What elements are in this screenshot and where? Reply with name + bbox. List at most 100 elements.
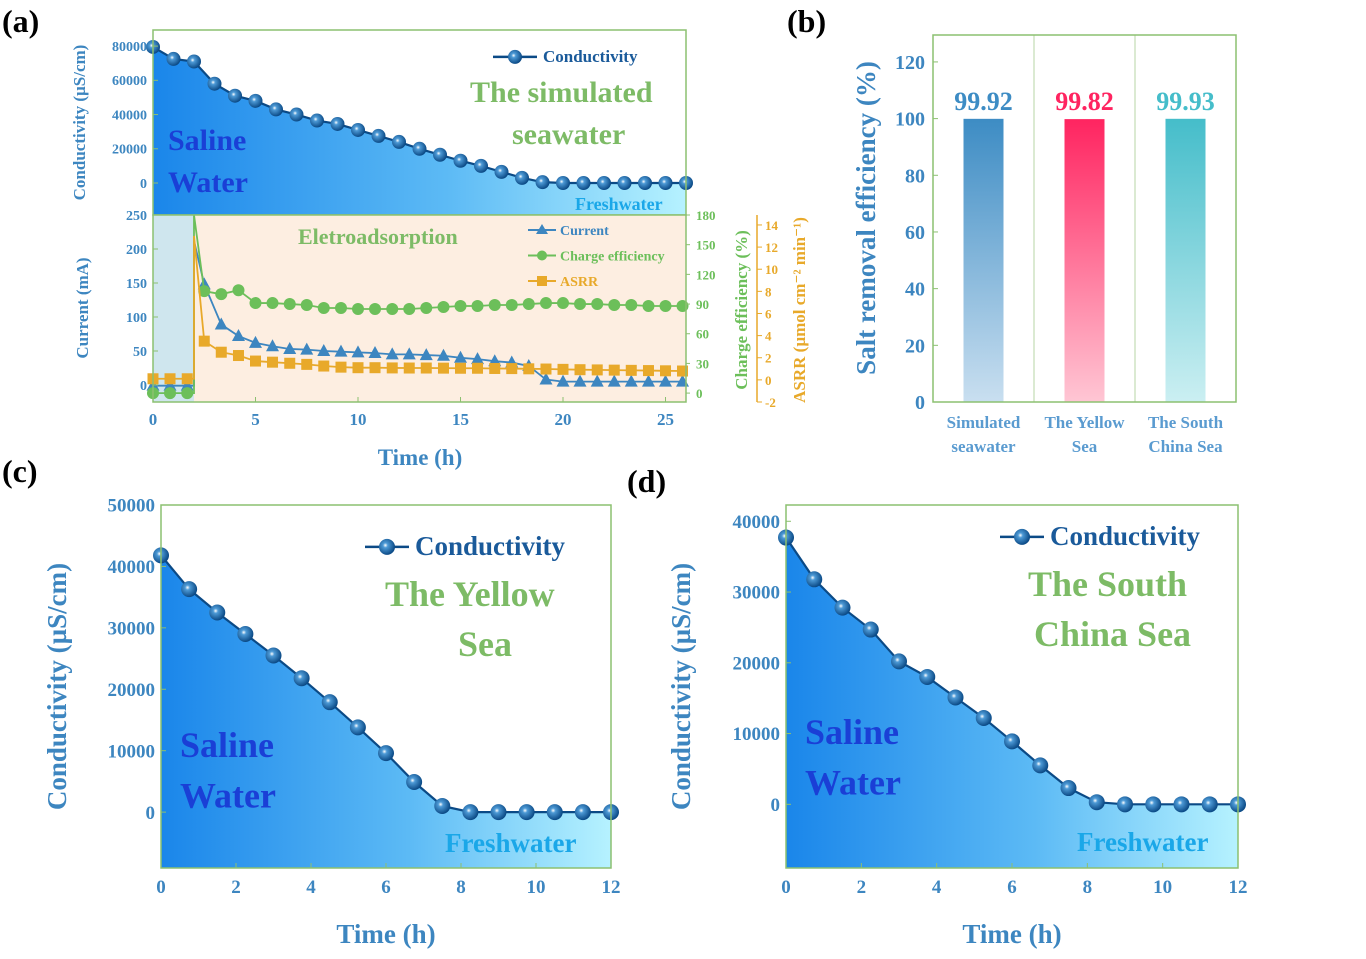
y-axis-label: Salt removal efficiency (%) bbox=[851, 61, 881, 375]
data-point bbox=[163, 378, 177, 391]
data-point bbox=[471, 300, 484, 313]
data-point bbox=[412, 141, 427, 156]
data-point bbox=[335, 361, 347, 373]
data-point bbox=[471, 352, 485, 365]
data-point bbox=[540, 363, 552, 375]
water-label: Water bbox=[168, 166, 248, 199]
y-tick-label: 250 bbox=[126, 209, 147, 224]
chart-title-line2: China Sea bbox=[1034, 614, 1191, 654]
chart-title-line1: The South bbox=[1028, 564, 1187, 604]
data-point bbox=[293, 670, 310, 687]
data-point bbox=[310, 113, 324, 128]
data-point bbox=[249, 297, 262, 310]
legend-label: Charge efficiency bbox=[560, 250, 665, 265]
data-point bbox=[607, 374, 621, 387]
data-point bbox=[539, 297, 552, 310]
legend-label: Current bbox=[560, 224, 609, 239]
data-point bbox=[300, 342, 314, 355]
data-point bbox=[590, 374, 604, 387]
data-point bbox=[1032, 757, 1049, 774]
x-tick-label: 15 bbox=[452, 410, 469, 429]
data-point bbox=[659, 374, 672, 387]
x-tick-label: 4 bbox=[306, 877, 316, 898]
y-tick-label: 30000 bbox=[733, 583, 781, 604]
data-point bbox=[419, 348, 433, 361]
data-point bbox=[488, 299, 501, 312]
phase-region bbox=[153, 215, 194, 402]
x-tick-label: 12 bbox=[1229, 877, 1248, 898]
data-point bbox=[617, 175, 632, 190]
category-label-line2: Sea bbox=[1072, 437, 1098, 456]
data-point bbox=[975, 709, 992, 726]
data-point bbox=[386, 362, 398, 374]
data-point bbox=[321, 694, 338, 711]
y3-tick-label: 6 bbox=[765, 306, 772, 321]
data-point bbox=[330, 116, 345, 131]
asrr-line bbox=[153, 235, 683, 380]
data-point bbox=[591, 364, 603, 376]
data-point bbox=[642, 365, 654, 377]
data-point bbox=[523, 363, 535, 375]
y-tick-label: 0 bbox=[915, 392, 925, 414]
data-point bbox=[265, 647, 282, 664]
bar-value-label: 99.82 bbox=[1055, 87, 1114, 116]
x-tick-label: 20 bbox=[555, 410, 572, 429]
saline-label: Saline bbox=[168, 124, 246, 157]
legend-label: Conductivity bbox=[415, 531, 566, 561]
freshwater-label: Freshwater bbox=[445, 828, 576, 858]
area-fill bbox=[153, 46, 686, 216]
data-point bbox=[283, 298, 296, 311]
data-point bbox=[266, 339, 280, 352]
current-line bbox=[153, 240, 683, 387]
y-tick-label: 150 bbox=[126, 277, 147, 292]
data-point bbox=[494, 164, 509, 179]
data-point bbox=[232, 350, 244, 362]
data-point bbox=[237, 625, 254, 642]
bar-value-label: 99.93 bbox=[1156, 87, 1215, 116]
asrr-axis-label: ASRR (µmol cm⁻² min⁻¹) bbox=[790, 217, 809, 403]
data-point bbox=[455, 362, 466, 374]
water-label: Water bbox=[805, 762, 901, 802]
y3-tick-label: 12 bbox=[765, 240, 778, 255]
data-point bbox=[947, 689, 964, 706]
panel-label-b: (b) bbox=[787, 3, 826, 39]
x-tick-label: 10 bbox=[1153, 877, 1172, 898]
data-point bbox=[556, 374, 570, 387]
x-axis-label: Time (h) bbox=[962, 919, 1061, 949]
data-point bbox=[1004, 733, 1020, 750]
legend-marker bbox=[537, 276, 547, 286]
legend-marker bbox=[536, 224, 548, 234]
y-tick-label: 10000 bbox=[733, 724, 781, 745]
data-point bbox=[406, 774, 423, 791]
data-point bbox=[369, 302, 382, 315]
data-point bbox=[283, 341, 297, 354]
freshwater-label: Freshwater bbox=[1077, 827, 1208, 857]
data-point bbox=[351, 122, 365, 137]
plot-frame bbox=[932, 34, 1237, 403]
data-point bbox=[437, 301, 450, 314]
data-point bbox=[834, 599, 851, 616]
category-label-line1: The South bbox=[1148, 413, 1224, 432]
y-tick-label: 40000 bbox=[108, 557, 156, 578]
chart-a-bottom: 0501001502002500306090120150180-20246810… bbox=[126, 208, 779, 429]
y-tick-label: 30000 bbox=[108, 618, 156, 639]
data-point bbox=[518, 804, 535, 821]
x-tick-label: 10 bbox=[350, 410, 367, 429]
x-tick-label: 10 bbox=[527, 877, 546, 898]
x-tick-label: 6 bbox=[1007, 877, 1017, 898]
area-fill bbox=[786, 537, 1238, 868]
y-tick-label: 20000 bbox=[733, 653, 781, 674]
data-point bbox=[1201, 796, 1218, 813]
data-point bbox=[207, 76, 222, 91]
water-label: Water bbox=[180, 775, 276, 815]
series-asrr bbox=[147, 235, 689, 385]
data-point bbox=[249, 335, 262, 348]
charge-efficiency-axis-label: Charge efficiency (%) bbox=[732, 230, 751, 390]
legend-label: Conductivity bbox=[1050, 521, 1201, 551]
y-tick-label: 80 bbox=[905, 165, 925, 187]
data-point bbox=[385, 347, 399, 360]
y-tick-label: 0 bbox=[140, 379, 147, 394]
data-point bbox=[318, 360, 330, 372]
y2-tick-label: 120 bbox=[696, 267, 716, 282]
legend-label: Conductivity bbox=[543, 47, 638, 66]
